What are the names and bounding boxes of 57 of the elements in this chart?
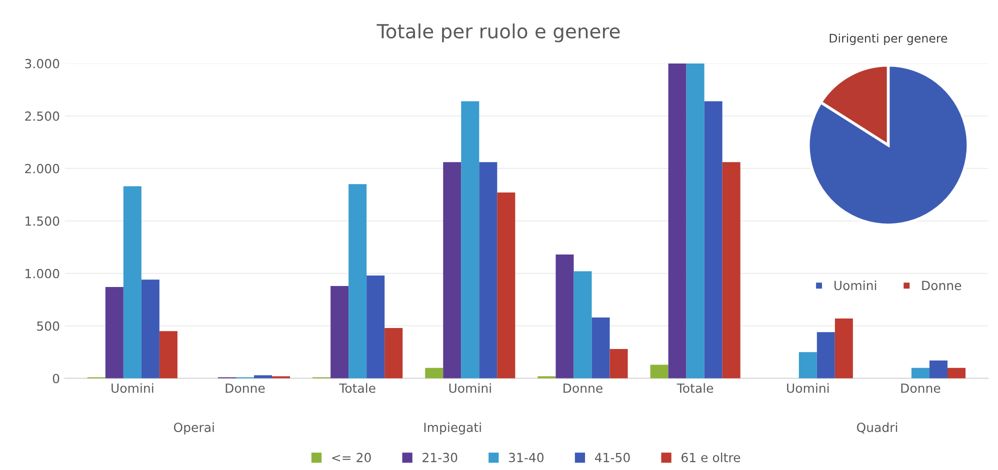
text: Impiegati (424, 422, 481, 435)
bar (141, 280, 160, 378)
bar (816, 332, 835, 378)
chart-title: Dirigenti per genere (830, 34, 948, 45)
bar (159, 331, 178, 378)
x-tick-label: Donne (564, 384, 602, 393)
bar (650, 364, 668, 378)
bar (610, 348, 628, 378)
x-tick-label: Totale (676, 383, 714, 393)
bar (834, 318, 853, 378)
y-tick-label: 1.000 (26, 268, 60, 278)
y-tick-label: 500 (37, 321, 60, 331)
x-tick-label: Uomini (449, 383, 491, 393)
bar (798, 352, 817, 378)
bar (384, 328, 403, 378)
bar (947, 368, 966, 378)
legend-label: Donne (922, 280, 962, 290)
text: Quadri (856, 422, 898, 434)
legend-label: 31-40 (508, 452, 544, 462)
legend-label: 61 e oltre (682, 452, 740, 462)
bar (461, 101, 480, 378)
legend-label: 21-30 (422, 452, 458, 462)
legend-label: Uomini (834, 280, 876, 290)
bar (686, 63, 704, 378)
bar (574, 271, 592, 378)
x-tick-label: Totale (339, 383, 376, 393)
x-tick-label: Donne (901, 384, 940, 393)
bar (592, 317, 610, 378)
x-tick-label: Uomini (787, 383, 829, 393)
bar (348, 184, 367, 378)
bar (929, 360, 948, 378)
bar (668, 63, 686, 378)
bar (366, 275, 385, 378)
y-tick-label: 3.000 (25, 58, 60, 68)
bar (425, 368, 444, 378)
bar (497, 192, 516, 378)
bar (556, 254, 574, 378)
bar (722, 162, 740, 378)
x-tick-label: Donne (226, 384, 265, 393)
y-tick-label: 2.500 (25, 111, 60, 121)
bar (123, 186, 142, 378)
y-tick-label: 0 (52, 374, 60, 384)
bar (330, 286, 349, 378)
bar (254, 375, 272, 378)
y-tick-label: 2.000 (25, 164, 60, 174)
text: Operai (174, 422, 214, 435)
bar (704, 101, 722, 378)
x-tick-label: Uomini (112, 383, 154, 393)
legend-label: 41-50 (594, 452, 630, 462)
bar (911, 368, 930, 378)
bar (105, 287, 124, 378)
bar (443, 162, 462, 378)
legend-label: <= 20 (332, 452, 371, 462)
y-tick-label: 1.500 (26, 216, 60, 226)
bar (479, 162, 498, 378)
chart-title: Totale per ruolo e genere (376, 23, 620, 42)
pie-slice (806, 64, 970, 226)
